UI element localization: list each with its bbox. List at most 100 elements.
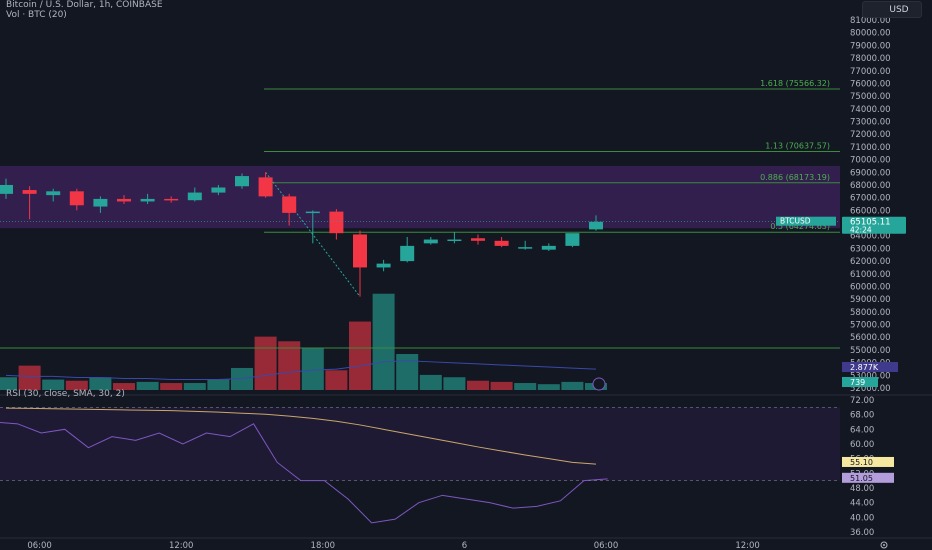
price-tick-label: 70000.00: [850, 156, 891, 166]
rsi-tick-label: 44.00: [850, 499, 874, 509]
rsi-tag: [842, 472, 894, 483]
fib-label: 0.886 (68173.19): [760, 173, 830, 182]
candle: [494, 240, 509, 246]
price-tick-label: 78000.00: [850, 54, 891, 64]
time-tick-label: 18:00: [311, 541, 336, 550]
price-tag: [842, 216, 906, 234]
price-tick-label: 63000.00: [850, 244, 891, 254]
candle: [518, 247, 533, 249]
candle: [329, 211, 344, 234]
rsi-tick-label: 64.00: [850, 425, 874, 435]
rsi-ma-tag: [842, 456, 894, 467]
price-tick-label: 75000.00: [850, 92, 891, 102]
price-tick-label: 69000.00: [850, 168, 891, 178]
price-tick-label: 57000.00: [850, 321, 891, 331]
candle: [376, 263, 391, 268]
volume-legend: Vol · BTC (20): [6, 10, 67, 20]
fib-label: 0.5 (64274.63): [770, 222, 830, 231]
rsi-tick-label: 36.00: [850, 528, 874, 538]
fib-label: 1.618 (75566.32): [760, 79, 830, 88]
volume-bar: [278, 341, 301, 390]
volume-bar: [419, 374, 442, 390]
time-tick-label: 06:00: [27, 541, 52, 550]
candle: [69, 191, 84, 206]
candle: [211, 187, 226, 193]
price-tick-label: 73000.00: [850, 118, 891, 128]
candle: [541, 245, 556, 250]
volume-bar: [325, 370, 348, 390]
symbol-tag-label: BTCUSD: [780, 217, 811, 226]
volume-tag: [842, 377, 878, 387]
rsi-tag-value: 51.05: [850, 474, 873, 483]
volume-bar: [136, 381, 159, 390]
volume-bar: [561, 381, 584, 390]
price-tick-label: 53000.00: [850, 371, 891, 381]
price-tick-label: 66000.00: [850, 206, 891, 216]
candle: [447, 239, 462, 242]
volume-bar: [113, 383, 135, 390]
volume-ma-line: [5, 360, 597, 381]
price-tick-label: 67000.00: [850, 194, 891, 204]
price-tick-label: 58000.00: [850, 308, 891, 318]
candle: [353, 234, 367, 268]
candle: [589, 221, 603, 230]
price-tick-label: 60000.00: [850, 282, 891, 292]
price-tick-label: 77000.00: [850, 67, 891, 77]
volume-bar: [65, 380, 88, 390]
replay-icon[interactable]: [592, 377, 606, 391]
candle: [423, 239, 438, 244]
volume-bar: [207, 379, 230, 390]
price-tick-label: 64000.00: [850, 232, 891, 242]
volume-bar: [349, 321, 371, 390]
rsi-tick-label: 72.00: [850, 396, 874, 406]
volume-bar: [301, 348, 324, 390]
price-tick-label: 55000.00: [850, 346, 891, 356]
currency-label: USD: [889, 4, 909, 15]
symbol-tag: [776, 216, 836, 226]
candle: [305, 211, 320, 214]
candle: [22, 190, 37, 194]
candle: [565, 233, 580, 246]
price-tick-label: 56000.00: [850, 333, 891, 343]
volume-bar: [18, 365, 41, 390]
volume-ma-tag-value: 2.877K: [850, 363, 879, 372]
price-tick-label: 71000.00: [850, 143, 891, 153]
currency-button[interactable]: USD: [862, 1, 922, 18]
rsi-legend: RSI (30, close, SMA, 30, 2): [6, 389, 125, 399]
price-tick-label: 81000.00: [850, 16, 891, 26]
candle: [187, 192, 202, 201]
candle: [282, 196, 297, 213]
rsi-ma-tag-value: 55.10: [850, 458, 873, 467]
volume-bar: [396, 354, 419, 390]
candle: [471, 238, 485, 241]
candle: [400, 245, 415, 262]
gear-icon[interactable]: [880, 541, 888, 549]
volume-bar: [0, 377, 17, 390]
time-tick-label: 12:00: [169, 541, 194, 550]
time-tick-label: 06:00: [594, 541, 619, 550]
candle: [46, 191, 61, 196]
volume-bar: [537, 384, 560, 390]
candle: [140, 198, 155, 202]
time-tick-label: 6: [462, 541, 467, 550]
price-tick-label: 61000.00: [850, 270, 891, 280]
volume-bar: [372, 293, 395, 390]
price-tick-label: 76000.00: [850, 79, 891, 89]
rsi-band: [0, 407, 840, 481]
price-tick-label: 62000.00: [850, 257, 891, 267]
volume-bar: [160, 383, 183, 390]
rsi-tick-label: 48.00: [850, 484, 874, 494]
rsi-tick-label: 68.00: [850, 411, 874, 421]
time-tick-label: 12:00: [735, 541, 760, 550]
rsi-line: [0, 421, 608, 524]
candle: [117, 198, 131, 202]
candle: [258, 177, 273, 197]
volume-bar: [443, 377, 466, 390]
price-tick-label: 74000.00: [850, 105, 891, 115]
volume-bar: [467, 380, 489, 390]
volume-bar: [42, 379, 65, 390]
candle: [93, 198, 108, 207]
volume-bar: [183, 383, 206, 390]
candle: [164, 198, 179, 201]
